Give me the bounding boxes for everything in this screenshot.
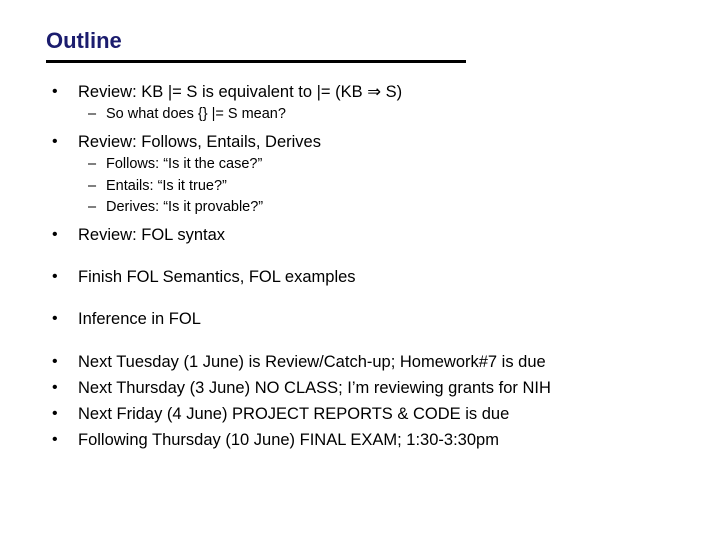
- bullet-item: Following Thursday (10 June) FINAL EXAM;…: [46, 429, 674, 451]
- title-rule: [46, 60, 466, 63]
- bullet-item: Next Friday (4 June) PROJECT REPORTS & C…: [46, 403, 674, 425]
- sub-item: Follows: “Is it the case?”: [78, 155, 674, 175]
- bullet-text: Inference in FOL: [78, 310, 201, 328]
- spacer: [46, 292, 674, 308]
- bullet-text: Next Friday (4 June) PROJECT REPORTS & C…: [78, 405, 509, 423]
- sub-list: Follows: “Is it the case?”Entails: “Is i…: [78, 155, 674, 218]
- spacer: [46, 335, 674, 351]
- bullet-item: Finish FOL Semantics, FOL examples: [46, 266, 674, 288]
- bullet-item: Next Thursday (3 June) NO CLASS; I’m rev…: [46, 377, 674, 399]
- bullet-item: Review: FOL syntax: [46, 224, 674, 246]
- bullet-text: Review: Follows, Entails, Derives: [78, 133, 321, 151]
- spacer: [46, 250, 674, 266]
- bullet-text: Next Thursday (3 June) NO CLASS; I’m rev…: [78, 379, 551, 397]
- sub-item: Derives: “Is it provable?”: [78, 198, 674, 218]
- slide-title: Outline: [46, 28, 674, 54]
- bullet-text: Next Tuesday (1 June) is Review/Catch-up…: [78, 353, 546, 371]
- bullet-text: Finish FOL Semantics, FOL examples: [78, 268, 356, 286]
- bullet-list: Review: KB |= S is equivalent to |= (KB …: [46, 81, 674, 452]
- sub-item: Entails: “Is it true?”: [78, 177, 674, 197]
- bullet-text: Following Thursday (10 June) FINAL EXAM;…: [78, 431, 499, 449]
- bullet-item: Review: Follows, Entails, Derives Follows…: [46, 131, 674, 218]
- sub-item: So what does {} |= S mean?: [78, 105, 674, 125]
- bullet-text: Review: KB |= S is equivalent to |= (KB …: [78, 83, 402, 101]
- bullet-text: Review: FOL syntax: [78, 226, 225, 244]
- slide: Outline Review: KB |= S is equivalent to…: [0, 0, 720, 540]
- sub-list: So what does {} |= S mean?: [78, 105, 674, 125]
- bullet-item: Review: KB |= S is equivalent to |= (KB …: [46, 81, 674, 125]
- bullet-item: Inference in FOL: [46, 308, 674, 330]
- bullet-item: Next Tuesday (1 June) is Review/Catch-up…: [46, 351, 674, 373]
